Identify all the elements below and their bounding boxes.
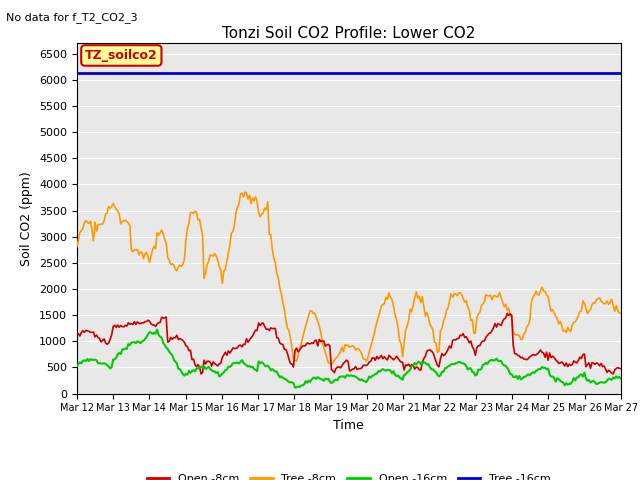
Legend: Open -8cm, Tree -8cm, Open -16cm, Tree -16cm: Open -8cm, Tree -8cm, Open -16cm, Tree -… — [142, 469, 556, 480]
Y-axis label: Soil CO2 (ppm): Soil CO2 (ppm) — [20, 171, 33, 266]
Title: Tonzi Soil CO2 Profile: Lower CO2: Tonzi Soil CO2 Profile: Lower CO2 — [222, 25, 476, 41]
X-axis label: Time: Time — [333, 419, 364, 432]
Text: No data for f_T2_CO2_3: No data for f_T2_CO2_3 — [6, 12, 138, 23]
Text: TZ_soilco2: TZ_soilco2 — [85, 49, 157, 62]
